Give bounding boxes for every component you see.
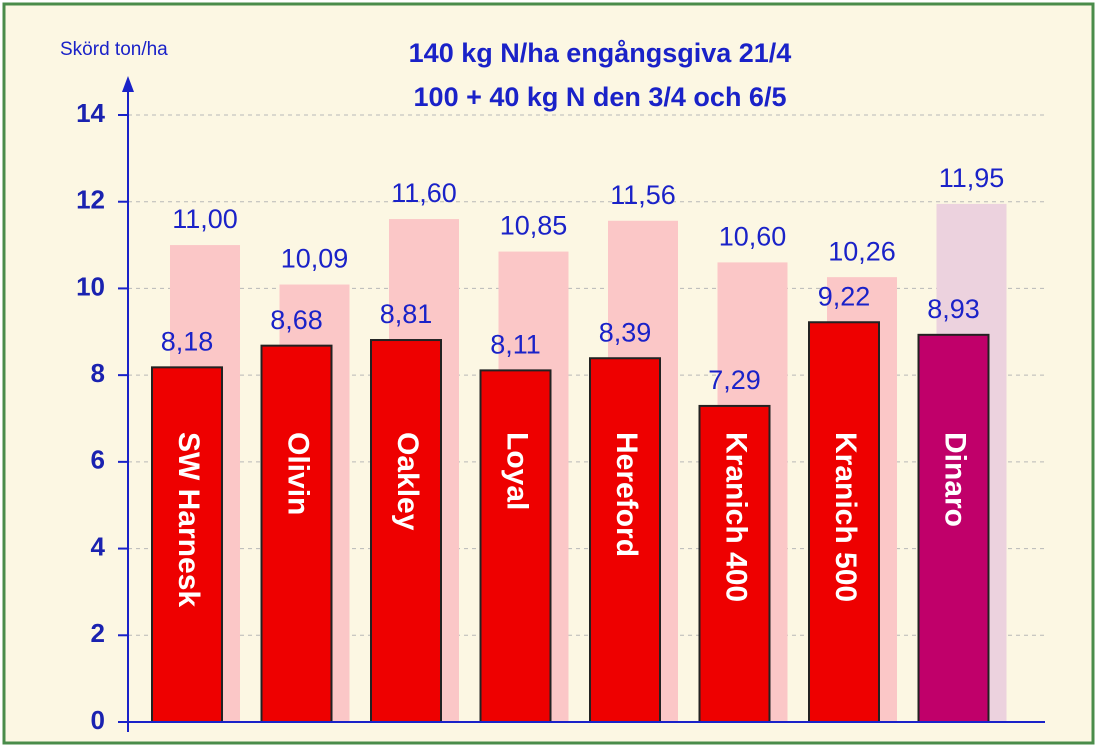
value-label: 11,95 <box>939 163 1005 193</box>
value-label: 10,26 <box>828 236 896 266</box>
y-tick-label: 0 <box>91 705 105 735</box>
category-label: Oakley <box>391 432 424 531</box>
value-label: 10,85 <box>500 211 568 241</box>
value-label: 8,81 <box>380 299 433 329</box>
category-label: Kranich 400 <box>720 432 753 602</box>
value-label: 11,00 <box>172 204 238 234</box>
bar <box>479 369 552 723</box>
bar <box>917 333 990 723</box>
value-label: 8,39 <box>599 317 652 347</box>
y-tick-label: 2 <box>91 618 105 648</box>
value-label: 8,68 <box>270 305 323 335</box>
category-label: Hereford <box>610 432 643 557</box>
category-label: Olivin <box>282 432 315 515</box>
value-label: 9,22 <box>818 281 871 311</box>
value-label: 11,56 <box>610 180 676 210</box>
y-tick-label: 14 <box>76 98 105 128</box>
y-tick-label: 10 <box>76 271 105 301</box>
value-label: 10,09 <box>281 244 349 274</box>
y-tick-label: 12 <box>76 185 105 215</box>
chart-subtitle: 100 + 40 kg N den 3/4 och 6/5 <box>414 82 787 112</box>
bar <box>370 339 442 723</box>
chart-title: 140 kg N/ha engångsgiva 21/4 <box>409 38 792 68</box>
bar <box>260 344 333 723</box>
y-axis-arrow <box>122 76 134 92</box>
y-tick-label: 4 <box>91 531 106 561</box>
value-label: 7,29 <box>708 365 761 395</box>
bar <box>589 357 661 723</box>
category-label: Loyal <box>501 432 534 510</box>
value-label: 8,11 <box>490 329 541 359</box>
value-label: 11,60 <box>391 178 457 208</box>
bar <box>808 321 880 723</box>
value-label: 8,93 <box>927 294 980 324</box>
value-label: 10,60 <box>719 222 787 252</box>
y-axis-label: Skörd ton/ha <box>60 39 168 60</box>
category-label: Dinaro <box>939 432 972 527</box>
value-label: 8,18 <box>161 326 214 356</box>
y-tick-label: 8 <box>91 358 105 388</box>
y-tick-label: 6 <box>91 445 105 475</box>
category-label: Kranich 500 <box>829 432 862 602</box>
bar <box>698 404 771 723</box>
category-label: SW Harnesk <box>172 432 205 607</box>
